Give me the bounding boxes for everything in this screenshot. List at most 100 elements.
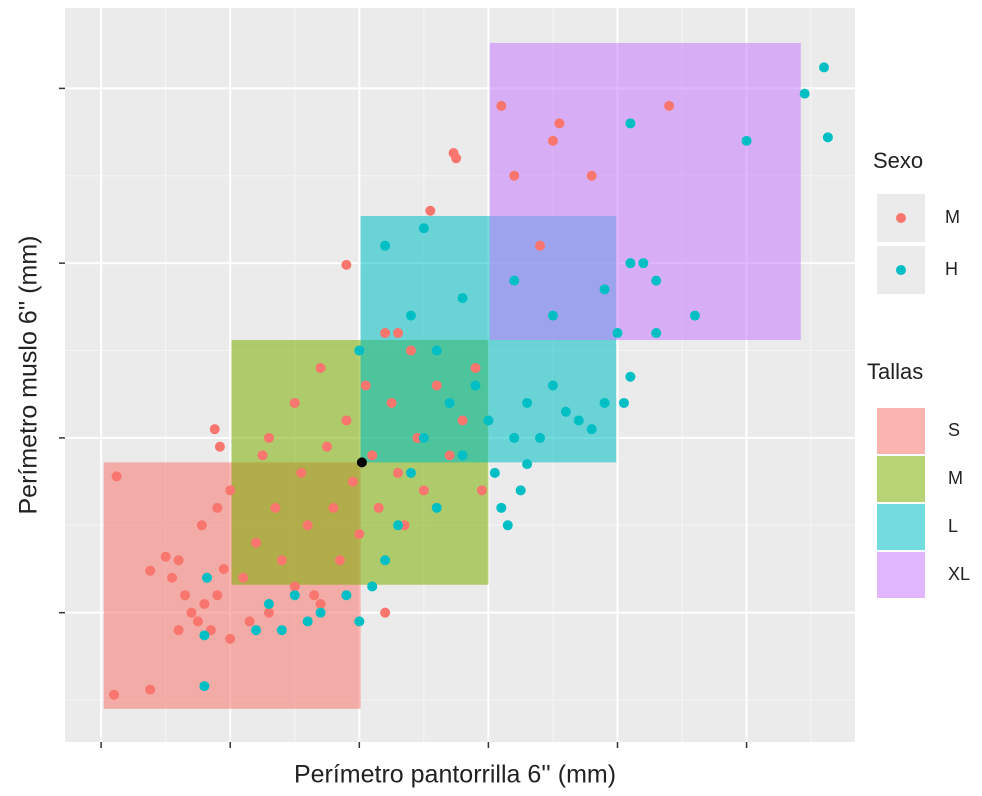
- point: [380, 240, 391, 251]
- legend-key: [877, 552, 925, 598]
- point: [192, 616, 203, 627]
- point: [651, 275, 662, 286]
- point: [509, 275, 520, 286]
- point: [186, 607, 197, 618]
- legend: Sexo M H Tallas S M L XL: [867, 148, 970, 598]
- point: [328, 502, 339, 513]
- point: [380, 607, 391, 618]
- point: [393, 328, 404, 339]
- point: [444, 397, 455, 408]
- point: [289, 590, 300, 601]
- x-axis-label: Perímetro pantorrilla 6'' (mm): [294, 761, 616, 789]
- point: [476, 485, 487, 496]
- point: [347, 476, 358, 487]
- point: [547, 380, 558, 391]
- point: [457, 293, 468, 304]
- point: [111, 471, 122, 482]
- point: [625, 118, 636, 129]
- point: [502, 520, 513, 531]
- point: [209, 424, 220, 435]
- legend-key: [877, 408, 925, 454]
- point: [547, 310, 558, 321]
- point: [173, 555, 184, 566]
- legend-label: H: [945, 259, 958, 279]
- point: [315, 363, 326, 374]
- point: [638, 258, 649, 269]
- point: [180, 590, 191, 601]
- point: [393, 520, 404, 531]
- point: [225, 485, 236, 496]
- point: [586, 170, 597, 181]
- point: [199, 681, 210, 692]
- point: [302, 520, 313, 531]
- point: [196, 520, 207, 531]
- point: [405, 310, 416, 321]
- y-axis-label: Perímetro muslo 6'' (mm): [15, 235, 43, 514]
- point: [251, 537, 262, 548]
- point: [651, 328, 662, 339]
- point: [599, 284, 610, 295]
- point: [302, 616, 313, 627]
- point: [263, 598, 274, 609]
- point: [199, 598, 210, 609]
- point: [547, 135, 558, 146]
- point: [289, 581, 300, 592]
- legend-key: [877, 456, 925, 502]
- point: [560, 406, 571, 417]
- point: [354, 345, 365, 356]
- point: [625, 258, 636, 269]
- point: [418, 223, 429, 234]
- point: [145, 684, 156, 695]
- point: [380, 555, 391, 566]
- point: [483, 415, 494, 426]
- point: [380, 328, 391, 339]
- point: [244, 616, 255, 627]
- legend-label: M: [945, 207, 960, 227]
- point: [496, 502, 507, 513]
- point: [334, 555, 345, 566]
- point: [251, 625, 262, 636]
- point: [270, 502, 281, 513]
- point: [367, 581, 378, 592]
- point: [799, 88, 810, 99]
- point: [418, 485, 429, 496]
- legend-label: S: [948, 420, 960, 440]
- point: [393, 467, 404, 478]
- point: [599, 397, 610, 408]
- legend-label: L: [948, 516, 958, 536]
- point: [522, 397, 533, 408]
- point: [214, 441, 225, 452]
- point: [360, 380, 371, 391]
- point: [496, 100, 507, 111]
- point: [457, 415, 468, 426]
- point: [341, 259, 352, 270]
- point: [431, 380, 442, 391]
- point: [322, 441, 333, 452]
- point: [201, 572, 212, 583]
- regions: [103, 42, 801, 709]
- point: [535, 432, 546, 443]
- point: [431, 502, 442, 513]
- point: [386, 397, 397, 408]
- point: [276, 625, 287, 636]
- point: [276, 555, 287, 566]
- point: [173, 625, 184, 636]
- point: [257, 450, 268, 461]
- point: [167, 572, 178, 583]
- point: [425, 205, 436, 216]
- point: [618, 397, 629, 408]
- point: [457, 450, 468, 461]
- point: [212, 590, 223, 601]
- point: [470, 363, 481, 374]
- point: [741, 135, 752, 146]
- point: [145, 565, 156, 576]
- legend-label: XL: [948, 564, 970, 584]
- point: [573, 415, 584, 426]
- point: [444, 450, 455, 461]
- points: [109, 62, 833, 700]
- point: [341, 415, 352, 426]
- size-region: [489, 42, 801, 341]
- point: [625, 371, 636, 382]
- point: [225, 633, 236, 644]
